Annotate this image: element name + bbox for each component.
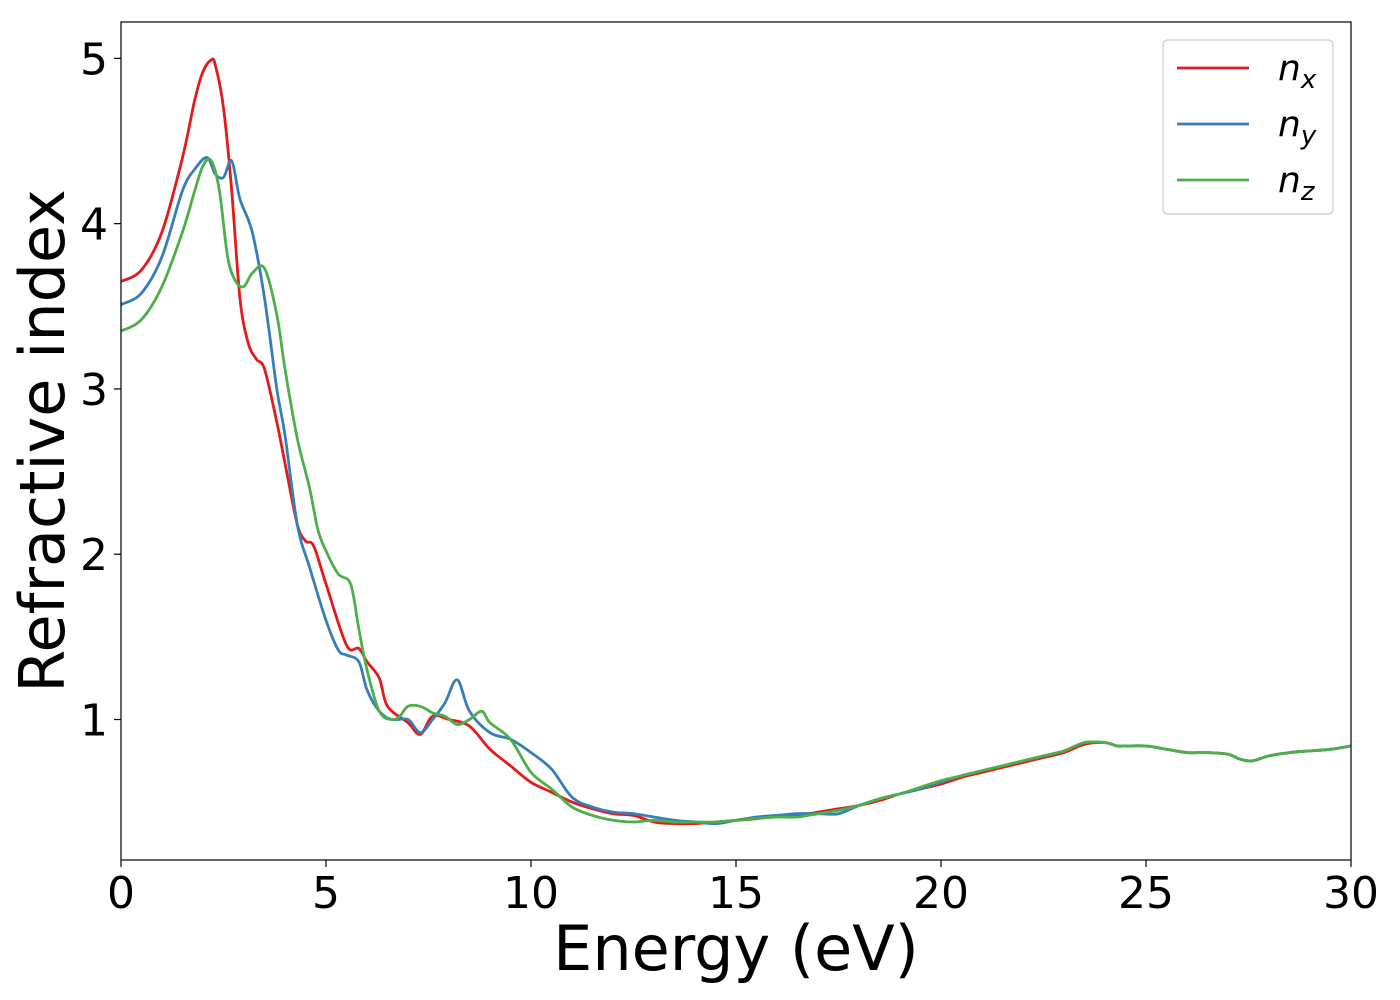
x-tick-label: 30: [1323, 868, 1379, 919]
legend-box: [1162, 39, 1334, 215]
x-axis: 0 5 10 15 20 25 30: [107, 860, 1379, 919]
plot-area: [121, 57, 1351, 826]
y-axis: 1 2 3 4 5: [80, 34, 121, 747]
series-line-nz: [121, 157, 1351, 824]
y-tick-label: 3: [80, 365, 108, 416]
x-axis-label: Energy (eV): [553, 912, 919, 985]
y-tick-label: 2: [80, 530, 108, 581]
x-tick-label: 15: [708, 868, 764, 919]
y-tick-label: 5: [80, 34, 108, 85]
y-tick-label: 4: [80, 200, 108, 251]
x-tick-label: 0: [107, 868, 135, 919]
x-tick-label: 5: [312, 868, 340, 919]
series-line-ny: [121, 156, 1351, 826]
x-tick-label: 10: [503, 868, 559, 919]
y-axis-label: Refractive index: [6, 189, 79, 693]
x-tick-label: 20: [913, 868, 969, 919]
x-tick-label: 25: [1118, 868, 1174, 919]
y-tick-label: 1: [80, 696, 108, 747]
